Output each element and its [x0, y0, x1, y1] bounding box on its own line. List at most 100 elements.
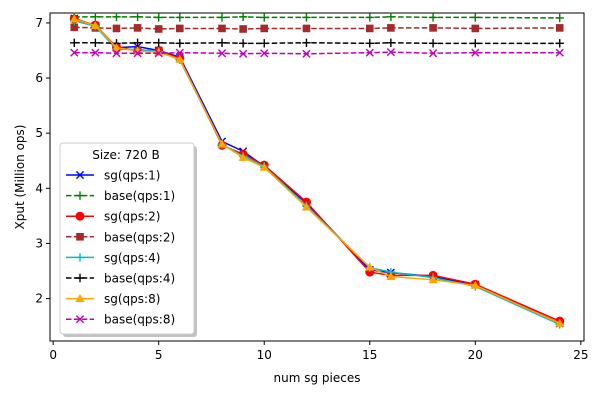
data-point [112, 24, 121, 33]
data-point [555, 39, 564, 48]
legend-entry: base(qps:2) [66, 230, 175, 244]
data-point [217, 139, 227, 148]
data-point [217, 49, 227, 58]
data-point [386, 38, 396, 47]
legend-entry: base(qps:4) [66, 272, 175, 286]
x-tick-label: 10 [257, 348, 272, 362]
series-layer [69, 12, 565, 329]
data-point [238, 39, 248, 48]
legend-marker [75, 170, 85, 180]
y-tick-label: 4 [35, 181, 43, 195]
data-point [386, 271, 396, 280]
data-point [260, 24, 269, 33]
data-point [555, 24, 564, 32]
data-point [238, 12, 248, 22]
legend-title: Size: 720 B [92, 148, 159, 162]
series-base(qps:1) [70, 12, 564, 23]
data-point [69, 14, 79, 23]
data-point [112, 12, 121, 22]
data-point [175, 54, 185, 63]
data-point [133, 49, 142, 58]
data-point [239, 49, 248, 58]
legend-label: sg(qps:2) [104, 210, 160, 224]
legend-label: base(qps:4) [104, 272, 175, 286]
data-point [175, 48, 184, 57]
data-point [365, 13, 374, 22]
legend-label: base(qps:1) [104, 189, 175, 203]
data-point [302, 24, 311, 33]
legend-entry: sg(qps:1) [66, 169, 160, 183]
data-point [365, 262, 375, 271]
data-point [302, 13, 311, 22]
legend-label: base(qps:8) [104, 313, 175, 327]
legend-marker [75, 253, 85, 262]
data-point [555, 318, 565, 327]
data-point [429, 24, 437, 32]
data-point [428, 275, 438, 284]
data-point [260, 49, 269, 58]
data-point [154, 49, 163, 58]
data-point [428, 39, 438, 48]
legend-label: sg(qps:8) [104, 292, 160, 306]
data-point [471, 39, 480, 48]
data-point [302, 38, 311, 47]
data-point [260, 13, 269, 22]
legend-entry: sg(qps:4) [66, 251, 160, 265]
legend-entry: sg(qps:8) [66, 292, 160, 306]
data-point [133, 38, 142, 47]
x-tick-label: 0 [49, 348, 57, 362]
legend-marker [75, 211, 85, 221]
x-tick-label: 5 [155, 348, 163, 362]
y-tick-label: 6 [35, 71, 43, 85]
data-point [555, 13, 564, 23]
data-point [154, 38, 163, 47]
data-point [112, 49, 121, 58]
data-point [555, 48, 564, 57]
data-point [302, 49, 311, 58]
data-point [386, 48, 395, 57]
x-axis-label: num sg pieces [274, 371, 361, 385]
data-point [133, 24, 142, 32]
series-base(qps:8) [70, 48, 564, 58]
data-point [217, 13, 227, 22]
legend-marker [76, 233, 84, 241]
series-sg(qps:8) [69, 14, 565, 327]
x-tick-label: 20 [468, 348, 483, 362]
data-point [154, 13, 163, 22]
data-point [301, 202, 312, 211]
plot-area [49, 12, 585, 342]
data-point [132, 46, 143, 55]
data-point [470, 280, 480, 289]
series-base(qps:2) [70, 23, 564, 33]
legend-entry: base(qps:1) [66, 189, 175, 203]
data-point [217, 38, 227, 47]
data-point [239, 25, 247, 33]
y-axis-label: Xput (Million ops) [13, 125, 27, 230]
data-point [471, 24, 480, 33]
legend-entry: base(qps:8) [66, 313, 175, 327]
data-point [387, 24, 395, 32]
y-tick-label: 7 [35, 16, 43, 30]
y-tick-label: 5 [35, 126, 43, 140]
data-point [70, 48, 79, 57]
x-tick-label: 15 [362, 348, 377, 362]
data-point [260, 39, 269, 48]
data-point [90, 21, 100, 30]
x-tick-label: 25 [573, 348, 588, 362]
legend-label: sg(qps:1) [104, 169, 160, 183]
data-point [133, 12, 142, 22]
data-point [386, 12, 396, 22]
data-point [70, 38, 79, 47]
data-point [111, 43, 122, 52]
data-point [70, 23, 79, 32]
data-point [471, 48, 480, 57]
data-point [91, 38, 100, 47]
legend-marker [75, 191, 85, 200]
data-point [365, 39, 374, 48]
axis-ticks: 0 5 10 15 20 25 2 3 4 5 6 7 [35, 16, 588, 362]
data-point [176, 24, 184, 33]
legend-label: base(qps:2) [104, 230, 175, 244]
data-point [154, 25, 163, 33]
data-point [428, 49, 438, 58]
data-point [365, 24, 374, 33]
